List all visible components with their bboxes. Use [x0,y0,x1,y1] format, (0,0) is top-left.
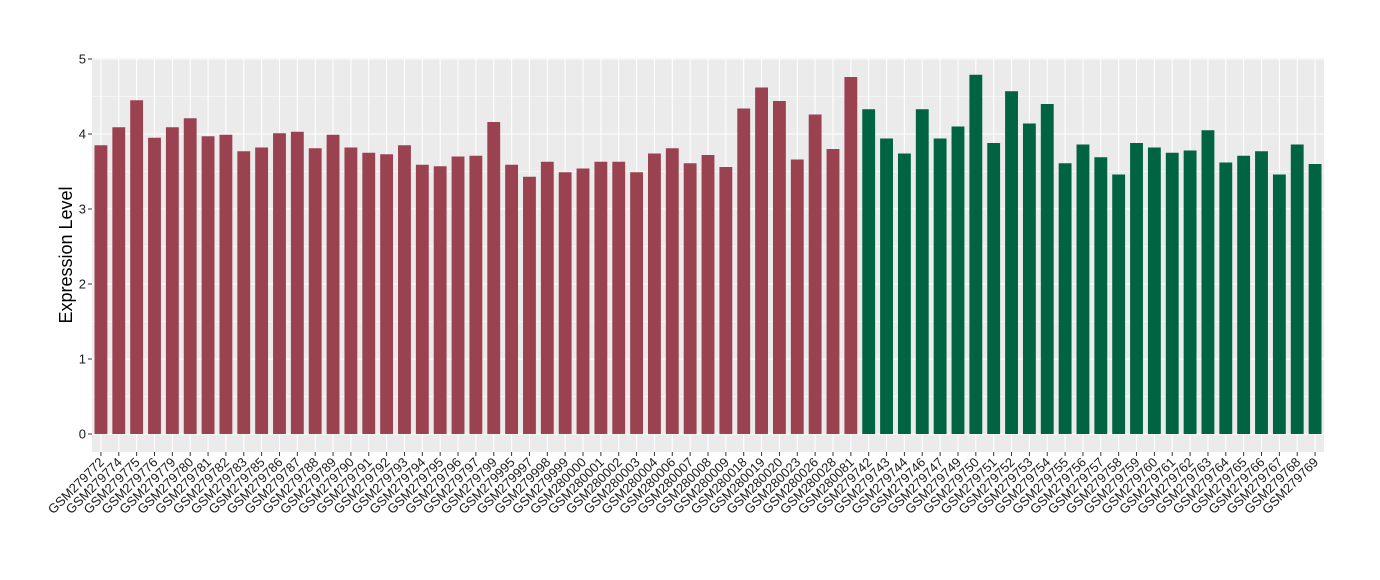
bar [183,118,197,434]
bar [398,145,411,434]
bar [594,161,608,434]
bar [772,101,786,434]
bar [1201,130,1215,434]
bar [612,161,626,434]
bar [237,151,251,434]
bar [326,134,340,434]
bar [648,153,661,434]
bar [1094,157,1108,434]
bar [880,138,893,434]
bar [933,138,947,434]
bar [808,114,822,434]
bar [308,148,322,434]
bar [558,172,572,434]
bar [380,154,394,434]
bar [487,122,501,434]
bar [1040,104,1054,434]
bar [630,172,644,434]
bar [1130,143,1143,434]
y-axis-title: Expression Level [56,186,76,323]
bar [665,148,679,434]
bar [1290,144,1304,434]
bar [344,147,358,434]
y-tick-label: 1 [79,352,86,367]
bar [737,108,751,434]
bar [1237,155,1251,434]
bar [969,74,983,434]
bars [94,74,1322,434]
bar [148,137,161,434]
bar [540,161,554,434]
bar [290,131,304,434]
bar [755,87,768,434]
bar [862,109,876,434]
bar [94,145,108,434]
bar [1165,152,1179,434]
bar [915,109,929,434]
bar [433,166,447,434]
bar [469,155,483,434]
bar [362,152,376,434]
bar [130,100,144,434]
bar [201,136,215,434]
y-tick-label: 4 [79,127,86,142]
y-axis: 0 1 2 3 4 5 [79,52,92,442]
bar [1272,174,1286,434]
bar [987,143,1001,434]
bar [1076,144,1090,434]
bar [790,159,804,434]
bar [897,153,911,434]
bar [415,164,429,434]
bar [844,77,858,434]
bar [219,134,233,434]
bar [683,163,697,434]
bar [719,167,733,434]
bar [1005,91,1018,434]
bar [255,147,269,434]
bar [1112,174,1126,434]
bar [1022,123,1036,434]
bar [1255,151,1268,434]
bar [1219,162,1233,434]
y-tick-label: 5 [79,52,86,67]
bar [1058,163,1072,434]
y-tick-label: 3 [79,202,86,217]
bar [273,133,286,434]
bar [523,176,536,434]
y-tick-label: 2 [79,277,86,292]
bar [826,149,840,434]
bar [1308,164,1322,434]
bar [451,156,465,434]
bar [165,127,179,434]
bar [576,168,590,434]
x-axis: GSM279772GSM279774GSM279775GSM279776GSM2… [45,452,1321,517]
y-tick-label: 0 [79,427,86,442]
bar [701,155,715,434]
bar [1183,150,1197,434]
bar [112,127,126,434]
bar [951,126,965,434]
bar [1147,147,1161,434]
bar [505,164,519,434]
